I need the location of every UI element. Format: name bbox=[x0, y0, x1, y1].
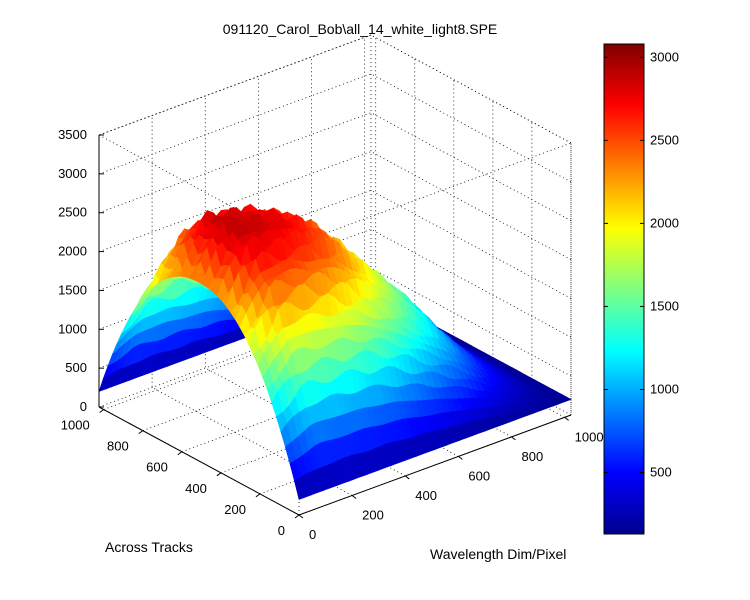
y-tick bbox=[99, 409, 104, 413]
x-axis-label: Wavelength Dim/Pixel bbox=[430, 546, 566, 562]
z-tick-label: 3000 bbox=[58, 166, 87, 181]
chart-title: 091120_Carol_Bob\all_14_white_light8.SPE bbox=[223, 21, 498, 37]
surface bbox=[98, 203, 572, 500]
colorbar-tick-label: 1500 bbox=[650, 298, 679, 313]
grid-line-x bbox=[151, 115, 353, 496]
z-tick-label: 2000 bbox=[58, 244, 87, 259]
x-tick bbox=[511, 436, 516, 441]
z-tick-label: 1500 bbox=[58, 282, 87, 297]
grid-line-z bbox=[98, 73, 572, 183]
box-edge bbox=[98, 34, 372, 136]
box-edge bbox=[370, 34, 572, 144]
x-tick bbox=[298, 514, 304, 519]
x-axis-ticks: 0 200 400 600 800 1000 bbox=[298, 416, 604, 542]
z-tick-label: 2500 bbox=[58, 205, 87, 220]
grid-line-y bbox=[142, 58, 416, 431]
x-tick bbox=[351, 495, 357, 499]
y-tick bbox=[177, 451, 183, 456]
y-tick-label: 400 bbox=[185, 481, 207, 496]
z-axis-ticks: 0 500 1000 1500 2000 2500 3000 3500 bbox=[58, 127, 104, 414]
grid-line-x bbox=[364, 37, 565, 418]
grid-line-z bbox=[98, 306, 572, 416]
grid-line-z bbox=[98, 34, 572, 144]
surface-patch bbox=[294, 476, 306, 500]
y-tick-label: 1000 bbox=[61, 418, 90, 433]
grid-line-x bbox=[311, 56, 512, 438]
y-tick-label: 200 bbox=[224, 502, 246, 517]
y-axis-label: Across Tracks bbox=[105, 539, 193, 555]
colorbar: 500 1000 1500 2000 2500 3000 bbox=[603, 43, 679, 535]
colorbar-tick-label: 2000 bbox=[650, 215, 679, 230]
colorbar-tick-label: 3000 bbox=[650, 49, 679, 64]
grid-line-z bbox=[98, 151, 572, 260]
colorbar-tick-label: 500 bbox=[650, 465, 672, 480]
colorbar-gradient bbox=[603, 43, 645, 535]
x-tick bbox=[458, 456, 463, 460]
box-edge bbox=[298, 142, 572, 244]
grid-line-y bbox=[103, 37, 377, 410]
y-tick-label: 800 bbox=[107, 439, 129, 454]
z-tick-label: 0 bbox=[80, 399, 87, 414]
y-tick bbox=[255, 493, 261, 498]
y-tick bbox=[138, 430, 144, 435]
axis-lines bbox=[98, 135, 572, 516]
x-tick bbox=[564, 416, 569, 421]
x-tick-label: 1000 bbox=[575, 429, 604, 444]
grid-line-x bbox=[204, 95, 406, 477]
y-axis-line bbox=[98, 406, 300, 516]
x-tick-label: 200 bbox=[362, 507, 384, 522]
z-tick-label: 3500 bbox=[58, 127, 87, 142]
x-tick-label: 400 bbox=[415, 488, 437, 503]
x-tick-label: 800 bbox=[522, 449, 544, 464]
y-tick-label: 600 bbox=[146, 460, 168, 475]
y-tick-label: 0 bbox=[278, 523, 285, 538]
colorbar-tick-label: 2500 bbox=[650, 132, 679, 147]
y-tick bbox=[294, 514, 300, 519]
x-axis-line bbox=[298, 414, 572, 516]
grid-line-z bbox=[98, 112, 572, 222]
grid-line-y bbox=[181, 79, 455, 453]
colorbar-ticks: 500 1000 1500 2000 2500 3000 bbox=[604, 49, 679, 480]
grid-line-x bbox=[257, 76, 459, 457]
colorbar-tick-label: 1000 bbox=[650, 381, 679, 396]
z-tick-label: 1000 bbox=[58, 321, 87, 336]
y-axis-ticks: 0 200 400 600 800 1000 bbox=[61, 409, 300, 538]
z-tick-label: 500 bbox=[65, 360, 87, 375]
x-tick-label: 600 bbox=[468, 468, 490, 483]
x-tick bbox=[404, 475, 410, 480]
y-tick bbox=[216, 472, 222, 477]
x-tick-label: 0 bbox=[309, 527, 316, 542]
